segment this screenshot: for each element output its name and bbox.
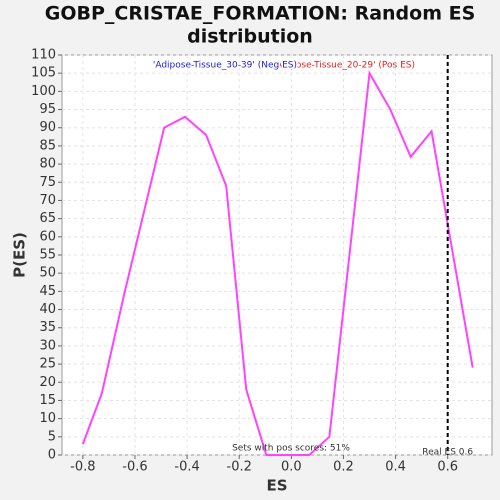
x-tick-label: 0.4: [385, 460, 406, 475]
pos-label: 'Adipose-Tissue_20-29' (Pos ES): [274, 61, 415, 71]
y-tick-label: 85: [39, 138, 56, 153]
chart-title: GOBP_CRISTAE_FORMATION: Random ES: [45, 3, 476, 25]
y-tick-label: 20: [39, 375, 56, 390]
x-tick-label: 0.2: [333, 460, 354, 475]
y-tick-label: 5: [48, 429, 56, 444]
y-tick-label: 40: [39, 302, 56, 317]
x-tick-label: -0.8: [70, 460, 95, 475]
y-tick-label: 105: [31, 66, 56, 81]
y-tick-label: 45: [39, 284, 56, 299]
y-tick-label: 95: [39, 102, 56, 117]
x-tick-label: 0.6: [437, 460, 458, 475]
y-tick-label: 65: [39, 211, 56, 226]
y-tick-label: 75: [39, 175, 56, 190]
y-tick-label: 0: [48, 448, 56, 463]
y-tick-label: 30: [39, 338, 56, 353]
y-tick-label: 25: [39, 357, 56, 372]
x-tick-label: -0.4: [174, 460, 199, 475]
plot-area: [61, 54, 493, 456]
y-axis-label: P(ES): [11, 232, 29, 278]
y-tick-label: 35: [39, 320, 56, 335]
y-tick-label: 90: [39, 120, 56, 135]
data-line: [81, 70, 474, 456]
y-tick-label: 15: [39, 393, 56, 408]
chart-title: distribution: [187, 26, 313, 48]
y-tick-label: 50: [39, 266, 56, 281]
y-tick-label: 55: [39, 248, 56, 263]
footnote: Sets with pos scores: 51%: [232, 444, 350, 454]
x-tick-label: -0.2: [227, 460, 252, 475]
y-tick-label: 110: [31, 48, 56, 63]
x-tick-label: 0.0: [281, 460, 302, 475]
y-tick-label: 100: [31, 84, 56, 99]
y-tick-label: 60: [39, 229, 56, 244]
x-axis-label: ES: [266, 477, 287, 495]
x-tick-label: -0.6: [122, 460, 147, 475]
real-es-label: Real ES 0.6: [422, 448, 473, 458]
y-tick-label: 10: [39, 411, 56, 426]
neg-label: 'Adipose-Tissue_30-39' (Neg ES): [153, 61, 297, 71]
y-tick-label: 70: [39, 193, 56, 208]
y-tick-label: 80: [39, 157, 56, 172]
